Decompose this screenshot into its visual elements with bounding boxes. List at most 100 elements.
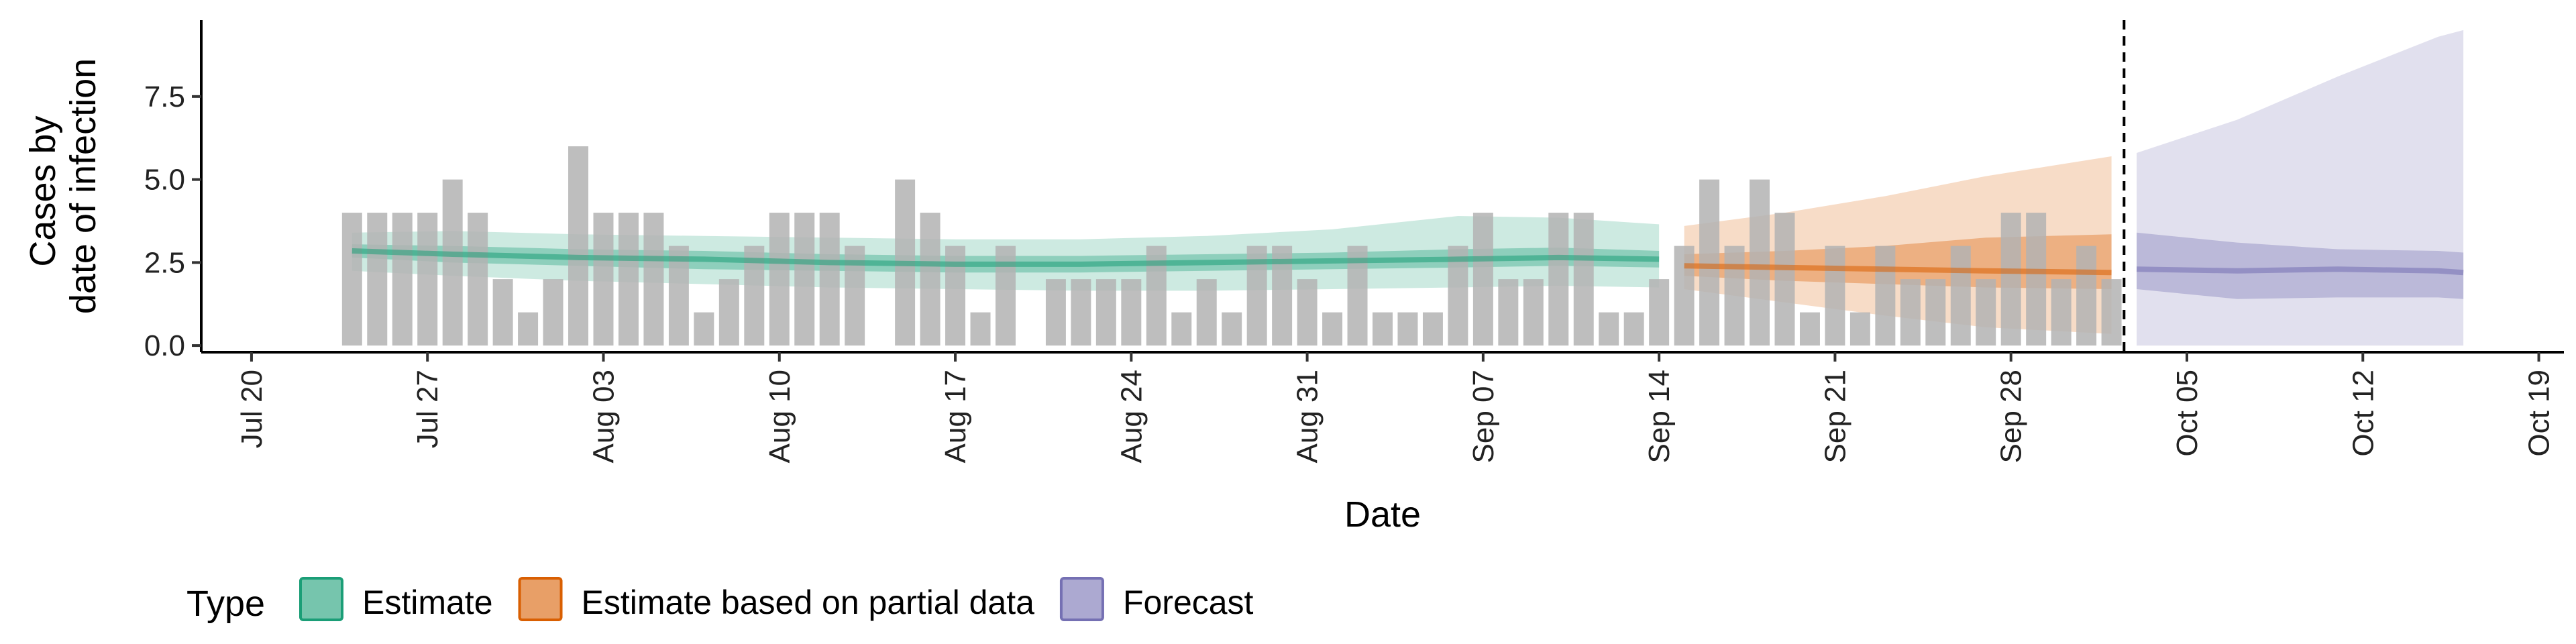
case-bar: [694, 312, 714, 346]
case-bar: [1649, 279, 1670, 346]
x-tick-label: Sep 14: [1643, 370, 1676, 463]
case-bar: [769, 213, 790, 346]
case-bar: [970, 312, 991, 346]
case-bar: [1095, 279, 1116, 346]
case-bar: [1976, 279, 1996, 346]
x-tick-label: Jul 20: [235, 370, 268, 448]
x-tick-label: Jul 27: [411, 370, 444, 448]
case-bar: [1825, 246, 1845, 346]
x-tick-label: Aug 31: [1291, 370, 1324, 463]
case-bar: [1548, 213, 1569, 346]
legend-title: Type: [186, 584, 265, 624]
case-bar: [2051, 279, 2072, 346]
case-bar: [367, 213, 388, 346]
legend-label-estimate-based-on-partial-data: Estimate based on partial data: [582, 584, 1035, 621]
x-tick-label: Aug 03: [587, 370, 620, 463]
y-tick-label: 5.0: [144, 164, 185, 197]
case-bar: [1900, 279, 1921, 346]
y-axis-ticks: 0.0 2.5 5.0 7.5: [144, 80, 201, 362]
case-bar: [668, 246, 689, 346]
x-tick-label: Aug 24: [1115, 370, 1148, 463]
legend-swatch-estimate-based-on-partial-data: [518, 577, 563, 621]
case-bar: [1674, 246, 1695, 346]
median-lines-layer: [352, 248, 2464, 276]
estimate-median-line: [352, 248, 1660, 267]
case-bar: [945, 246, 966, 346]
y-tick-label: 2.5: [144, 246, 185, 279]
case-bar: [1045, 279, 1066, 346]
case-bar: [1925, 279, 1946, 346]
case-bar: [468, 213, 488, 346]
case-bar: [392, 213, 413, 346]
forecast-ribbon-50: [2137, 232, 2464, 299]
case-bar: [1799, 312, 1820, 346]
y-axis-title: Cases by date of infection: [23, 58, 103, 314]
case-bar: [618, 213, 639, 346]
case-bar: [442, 179, 463, 346]
y-axis-title-line-1: Cases by: [23, 115, 63, 266]
case-bar: [794, 213, 815, 346]
y-tick-label: 7.5: [144, 80, 185, 113]
case-bar: [543, 279, 564, 346]
case-bar: [1849, 312, 1870, 346]
case-bar: [1071, 279, 1091, 346]
x-tick-label: Oct 12: [2347, 370, 2379, 457]
forecast-ribbon-90: [2137, 30, 2464, 346]
forecast-median-line: [2136, 266, 2464, 276]
case-bar: [1950, 246, 1971, 346]
y-axis-title-line-2: date of infection: [63, 58, 103, 314]
x-tick-label: Sep 28: [1995, 370, 2028, 463]
case-bar: [1448, 246, 1468, 346]
case-bar: [643, 213, 664, 346]
case-bar: [1222, 312, 1242, 346]
x-tick-label: Sep 21: [1819, 370, 1851, 463]
case-bar: [2101, 279, 2122, 346]
case-bar: [417, 213, 438, 346]
case-bar: [1875, 246, 1896, 346]
case-bar: [492, 279, 513, 346]
case-bar: [718, 279, 739, 346]
case-bar: [2026, 213, 2047, 346]
case-bar: [341, 213, 362, 346]
case-bar: [1774, 213, 1795, 346]
legend: Type Estimate Estimate based on partial d…: [186, 577, 1254, 624]
case-bar: [2076, 246, 2097, 346]
case-bar: [1422, 312, 1443, 346]
legend-swatch-estimate: [299, 577, 343, 621]
x-axis-title: Date: [1344, 494, 1421, 535]
case-bar: [1322, 312, 1343, 346]
case-bar: [1297, 279, 1318, 346]
case-bar: [1397, 312, 1418, 346]
case-bar: [920, 213, 941, 346]
case-bar: [1750, 179, 1770, 346]
case-bar: [1623, 312, 1644, 346]
case-bar: [1373, 312, 1393, 346]
case-bar: [1724, 246, 1745, 346]
x-axis-ticks: Jul 20 Jul 27 Aug 03 Aug 10 Aug 17 Aug 24 Aug …: [235, 352, 2556, 463]
x-tick-label: Sep 07: [1467, 370, 1500, 463]
case-bar: [593, 213, 614, 346]
x-tick-label: Oct 05: [2171, 370, 2204, 457]
case-bar: [2000, 213, 2021, 346]
legend-label-forecast: Forecast: [1123, 584, 1254, 621]
case-bar: [568, 146, 589, 346]
case-bar: [819, 213, 840, 346]
case-bar: [1121, 279, 1142, 346]
case-bar: [1196, 279, 1217, 346]
case-bar: [518, 312, 539, 346]
case-bar: [1472, 213, 1493, 346]
case-bar: [1573, 213, 1594, 346]
case-bar: [1599, 312, 1619, 346]
y-tick-label: 0.0: [144, 329, 185, 362]
case-bar: [1699, 179, 1720, 346]
x-tick-label: Aug 17: [939, 370, 972, 463]
case-bar: [1171, 312, 1192, 346]
estimate-based-on-partial-data-median-line: [1684, 263, 2112, 276]
case-bar: [1523, 279, 1544, 346]
case-bar: [1498, 279, 1519, 346]
case-bar: [995, 246, 1016, 346]
legend-label-estimate: Estimate: [362, 584, 493, 621]
x-tick-label: Aug 10: [763, 370, 796, 463]
legend-swatch-forecast: [1059, 577, 1104, 621]
